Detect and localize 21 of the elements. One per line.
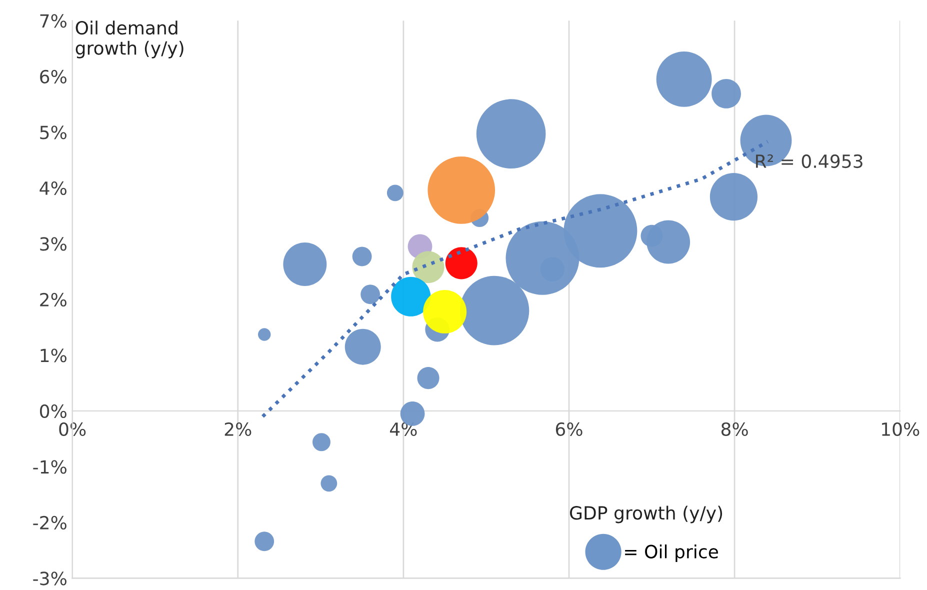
x-tick-label: 2% [224, 422, 252, 436]
y-axis-title: Oil demand growth (y/y) [76, 20, 184, 58]
y-tick-label: 5% [40, 126, 66, 140]
y-tick-label: 3% [40, 237, 66, 251]
x-tick-label: 8% [721, 422, 748, 436]
x-tick-label: 10% [882, 422, 920, 436]
y-tick-label: 1% [40, 348, 66, 362]
y-tick-label: 4% [40, 181, 66, 196]
legend-label: = Oil price [625, 544, 718, 562]
y-tick-label: -3% [33, 572, 66, 586]
x-tick-label: 0% [59, 422, 86, 436]
y-tick-label: 0% [40, 404, 66, 418]
x-tick-label: 6% [556, 422, 582, 436]
y-tick-label: -1% [33, 460, 66, 474]
annotation: R² = 0.4953 [756, 154, 862, 168]
y-tick-label: -2% [33, 516, 66, 530]
y-tick-label: 2% [40, 292, 66, 307]
x-tick-label: 4% [390, 422, 417, 436]
x-axis-title: GDP growth (y/y) [570, 506, 722, 524]
y-tick-label: 7% [40, 14, 66, 28]
y-tick-label: 6% [40, 70, 66, 84]
